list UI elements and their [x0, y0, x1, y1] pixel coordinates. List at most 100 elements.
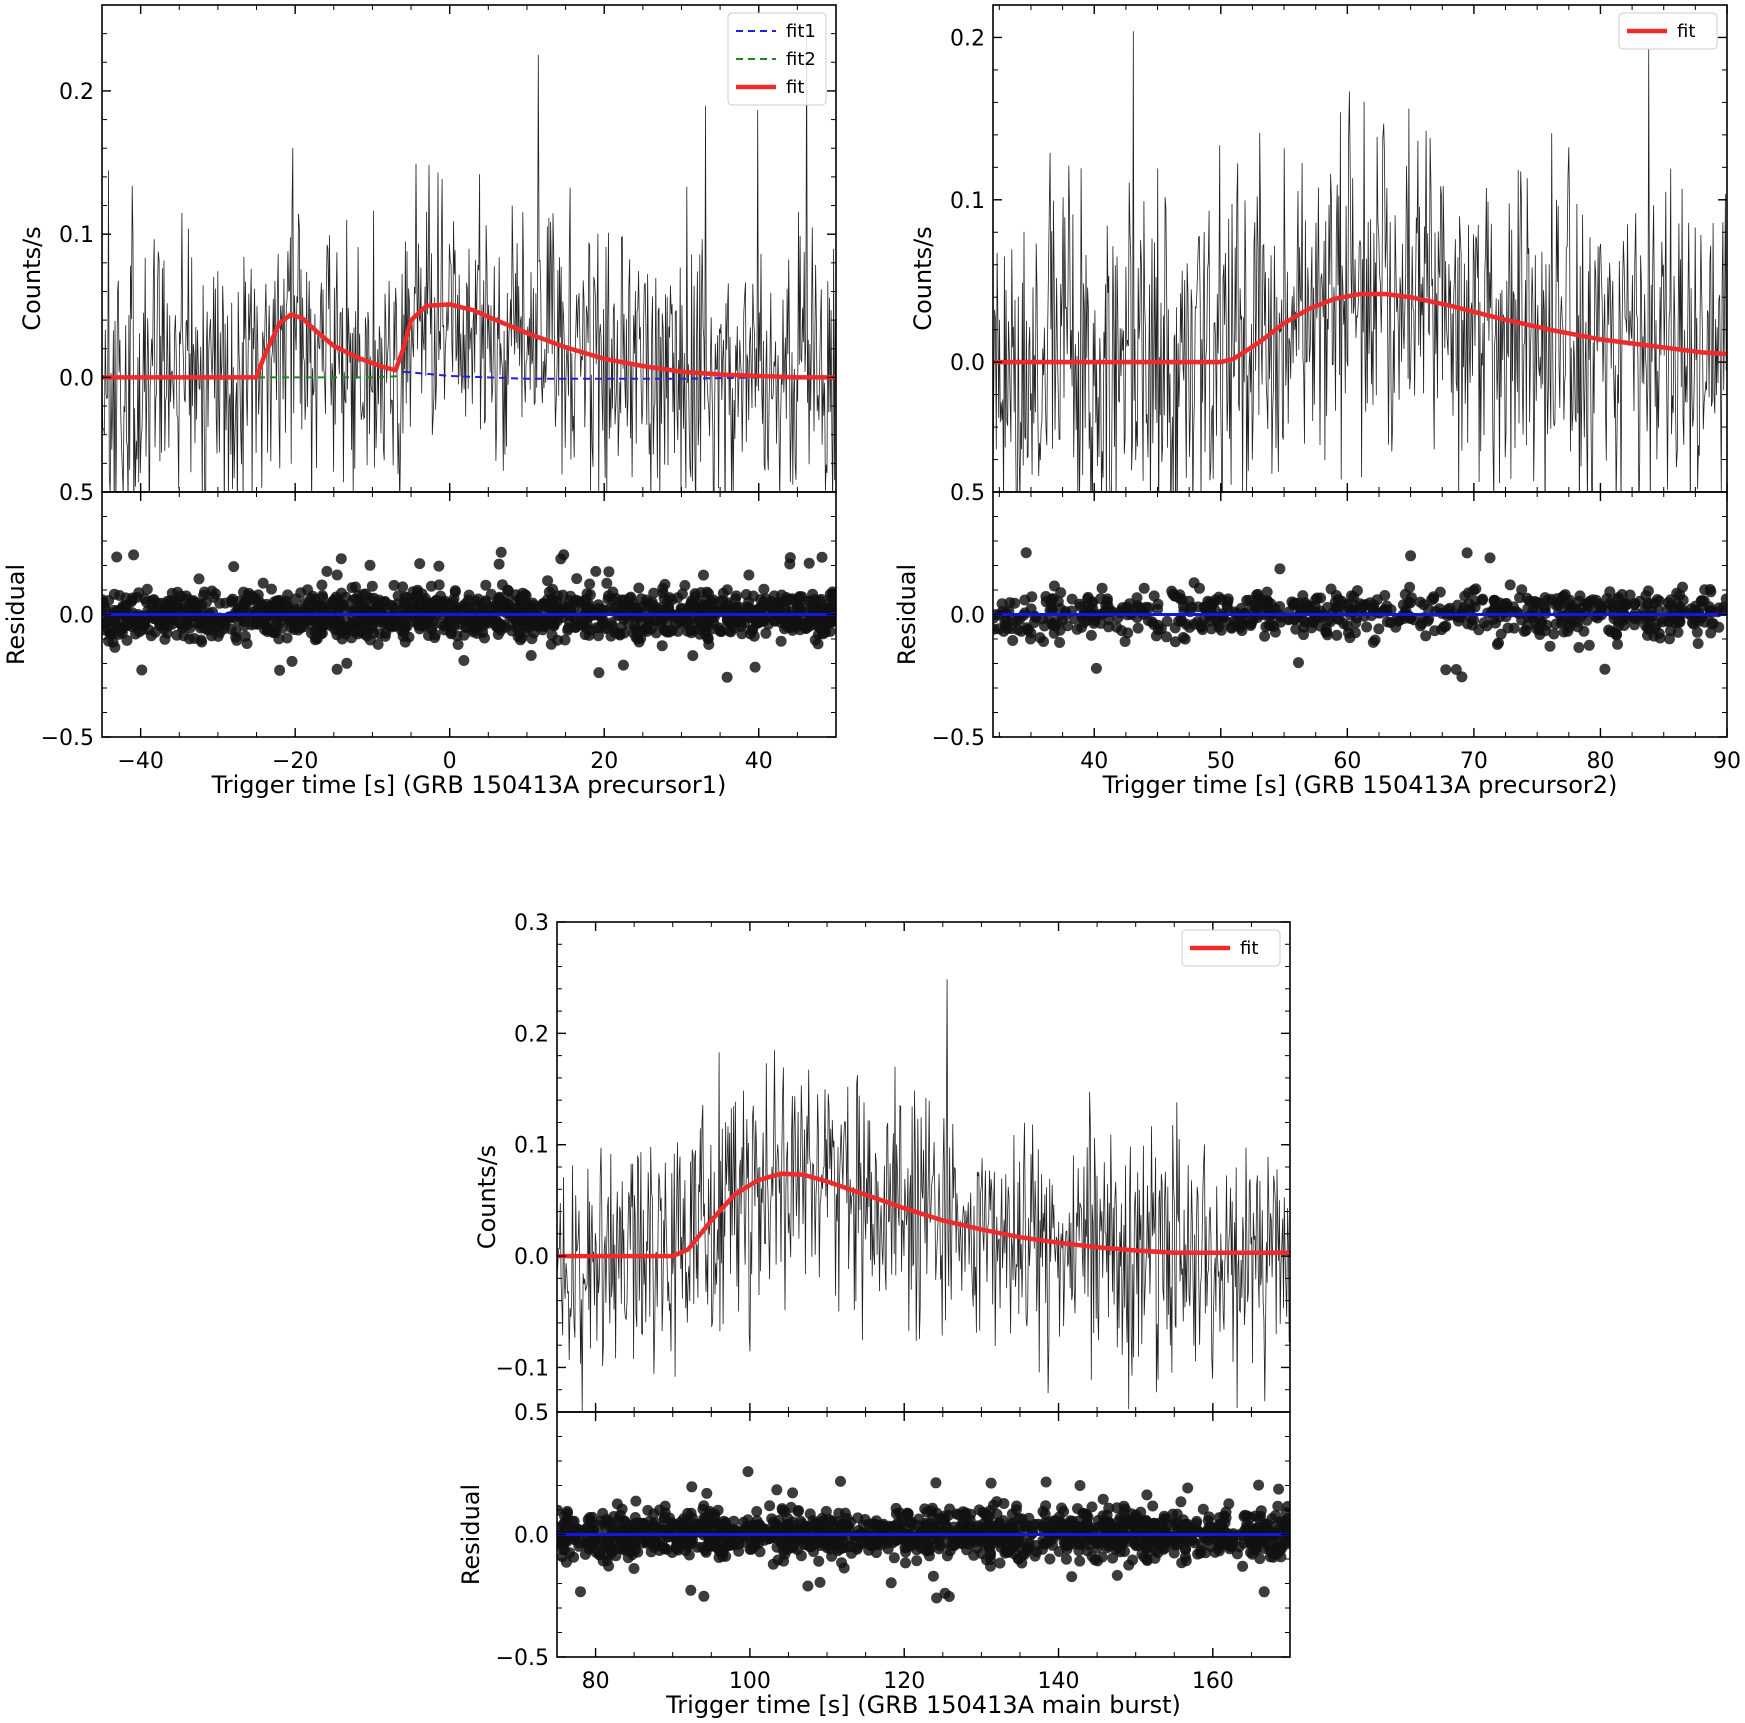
- residual-point: [1404, 581, 1416, 593]
- residual-point: [316, 579, 328, 591]
- residual-point: [697, 1503, 709, 1515]
- residual-point: [1023, 1541, 1035, 1553]
- residual-point: [1166, 585, 1178, 597]
- residual-point: [645, 623, 657, 635]
- residual-point: [1548, 628, 1560, 640]
- residual-point: [804, 1508, 816, 1520]
- residual-point: [891, 1534, 903, 1546]
- residual-point: [1272, 1500, 1284, 1512]
- residual-point: [803, 615, 815, 627]
- residual-point: [927, 1570, 939, 1582]
- y-bottom-label: 0.5: [59, 481, 94, 506]
- residual-point: [1274, 563, 1286, 575]
- residual-point: [944, 1503, 956, 1515]
- residual-point: [670, 1541, 682, 1552]
- x-axis-label: Trigger time [s] (GRB 150413A precursor2…: [1102, 771, 1618, 799]
- residual-point: [1054, 624, 1066, 636]
- residual-point: [502, 584, 514, 596]
- residual-point: [1502, 622, 1514, 634]
- residual-point: [366, 580, 378, 592]
- x-tick-label: 160: [1192, 1669, 1234, 1694]
- residual-point: [141, 583, 153, 595]
- residual-point: [1054, 637, 1066, 648]
- residual-point: [1381, 600, 1393, 612]
- legend: fit1 fit2 fit: [727, 12, 827, 106]
- residual-point: [771, 597, 783, 609]
- residual-point: [814, 1540, 826, 1551]
- residual-point: [703, 639, 715, 650]
- residual-point: [217, 614, 229, 626]
- residual-point: [317, 603, 329, 615]
- residual-point: [733, 1545, 745, 1557]
- residual-point: [266, 583, 277, 595]
- plot-frame-top: [101, 4, 837, 493]
- legend-label-fit: fit: [1677, 21, 1695, 42]
- residual-point: [1032, 1518, 1044, 1530]
- residual-point: [874, 1534, 886, 1546]
- y-tick-label: 0.2: [59, 80, 94, 105]
- residual-point: [584, 578, 596, 590]
- residual-point: [199, 586, 210, 598]
- residual-point: [1231, 619, 1243, 631]
- residual-point: [1073, 1545, 1085, 1557]
- residual-point: [1141, 1489, 1153, 1501]
- x-axis-label: Trigger time [s] (GRB 150413A precursor1…: [211, 771, 727, 799]
- residual-point: [1044, 1553, 1056, 1565]
- residual-point: [542, 575, 554, 587]
- residual-points: [102, 546, 836, 683]
- residual-point: [305, 627, 317, 639]
- residual-point: [888, 1552, 900, 1564]
- residual-point: [1259, 630, 1271, 642]
- residual-point: [1315, 592, 1327, 604]
- residual-point: [1066, 593, 1078, 605]
- residual-point: [826, 1550, 838, 1562]
- residual-point: [742, 1466, 754, 1478]
- residual-point: [561, 1535, 573, 1547]
- residual-point: [1293, 657, 1304, 669]
- residual-point: [1299, 616, 1311, 628]
- residual-point: [241, 638, 253, 649]
- residual-point: [829, 1530, 841, 1542]
- residual-tick-label: −0.5: [496, 1646, 549, 1671]
- y-tick-label: −0.1: [496, 1356, 549, 1381]
- residual-point: [1001, 614, 1013, 626]
- residual-point: [1642, 615, 1654, 627]
- residual-point: [128, 549, 140, 561]
- residual-point: [528, 602, 540, 614]
- residual-point: [911, 1555, 923, 1567]
- residual-point: [1083, 1539, 1095, 1551]
- residual-point: [1521, 592, 1533, 604]
- y-tick-label: 0.0: [514, 1245, 549, 1270]
- residual-point: [1138, 582, 1150, 594]
- residual-point: [758, 615, 770, 627]
- residual-point: [537, 619, 549, 631]
- residual-point: [397, 630, 409, 642]
- residual-point: [721, 584, 733, 596]
- x-tick-label: 90: [1713, 749, 1741, 774]
- residual-point: [687, 650, 699, 662]
- residual-point: [560, 1556, 572, 1568]
- residual-point: [792, 602, 803, 614]
- residual-point: [1176, 594, 1188, 606]
- residual-point: [1484, 552, 1496, 564]
- residual-point: [1653, 628, 1665, 639]
- residual-point: [633, 636, 645, 648]
- residual-point: [767, 1558, 779, 1570]
- residual-point: [686, 602, 698, 614]
- residual-point: [435, 618, 447, 630]
- residual-point: [1243, 1535, 1255, 1547]
- residual-point: [1355, 602, 1367, 614]
- residual-point: [557, 589, 569, 601]
- residual-point: [193, 573, 205, 585]
- residual-point: [1016, 1513, 1028, 1525]
- residual-point: [1219, 1517, 1231, 1529]
- residual-point: [672, 592, 684, 604]
- residual-point: [757, 1522, 769, 1534]
- residual-point: [1173, 615, 1185, 627]
- residual-point: [1182, 1482, 1194, 1494]
- residual-point: [1223, 1498, 1235, 1510]
- residual-point: [994, 1557, 1006, 1569]
- residual-point: [792, 1506, 804, 1517]
- residual-point: [623, 618, 635, 630]
- residual-point: [1456, 671, 1468, 683]
